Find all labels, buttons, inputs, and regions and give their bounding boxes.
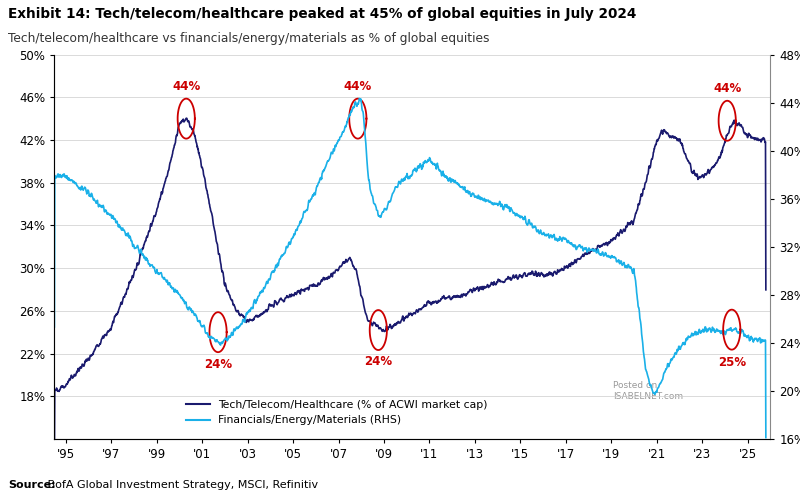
Text: Tech/telecom/healthcare vs financials/energy/materials as % of global equities: Tech/telecom/healthcare vs financials/en… <box>8 32 490 45</box>
Text: 44%: 44% <box>172 80 200 93</box>
Text: Exhibit 14: Tech/telecom/healthcare peaked at 45% of global equities in July 202: Exhibit 14: Tech/telecom/healthcare peak… <box>8 7 636 21</box>
Text: 24%: 24% <box>204 358 232 371</box>
Text: Source:: Source: <box>8 480 56 490</box>
Text: 24%: 24% <box>364 355 392 369</box>
Legend: Tech/Telecom/Healthcare (% of ACWI market cap), Financials/Energy/Materials (RHS: Tech/Telecom/Healthcare (% of ACWI marke… <box>182 396 492 430</box>
Text: 25%: 25% <box>718 356 746 369</box>
Text: 44%: 44% <box>713 82 742 95</box>
Text: 44%: 44% <box>344 80 372 93</box>
Text: Posted on
ISABELNET.com: Posted on ISABELNET.com <box>613 381 683 401</box>
Text: BofA Global Investment Strategy, MSCI, Refinitiv: BofA Global Investment Strategy, MSCI, R… <box>44 480 318 490</box>
